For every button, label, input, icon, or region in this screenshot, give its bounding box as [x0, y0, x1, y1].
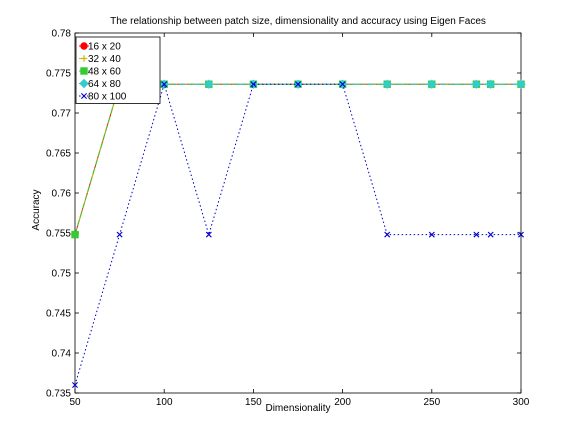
- y-tick-label: 0.74: [52, 349, 72, 360]
- data-point: [518, 231, 524, 238]
- chart-title: The relationship between patch size, dim…: [110, 16, 486, 27]
- y-tick-label: 0.775: [46, 69, 71, 80]
- legend-label: 64 x 80: [88, 79, 121, 90]
- legend-marker: [81, 93, 87, 99]
- x-tick-label: 50: [69, 397, 81, 408]
- x-tick-label: 150: [245, 397, 262, 408]
- data-point: [427, 79, 437, 89]
- legend-marker: [80, 42, 88, 50]
- data-point: [250, 81, 257, 88]
- x-axis-label: Dimensionality: [265, 403, 330, 414]
- x-tick-label: 300: [513, 397, 530, 408]
- x-tick-label: 100: [156, 397, 173, 408]
- y-tick-label: 0.75: [52, 269, 72, 280]
- legend-label: 16 x 20: [88, 42, 121, 53]
- legend-label: 80 x 100: [88, 92, 127, 103]
- data-point: [72, 382, 78, 388]
- x-tick-label: 200: [334, 397, 351, 408]
- data-point: [473, 231, 480, 238]
- y-tick-label: 0.76: [52, 189, 72, 200]
- legend-marker: [79, 78, 89, 89]
- data-point: [295, 81, 301, 88]
- series-line-4: [74, 82, 521, 386]
- legend-marker: [80, 67, 88, 75]
- data-point: [204, 79, 214, 89]
- y-axis-label: Accuracy: [31, 189, 42, 230]
- data-point: [71, 230, 79, 239]
- y-tick-label: 0.765: [46, 149, 71, 160]
- data-point: [516, 79, 526, 89]
- y-tick-label: 0.78: [52, 29, 72, 40]
- data-point: [485, 79, 496, 89]
- legend-marker: [80, 55, 88, 62]
- data-point: [161, 81, 168, 88]
- data-point: [116, 231, 123, 238]
- legend-box: [75, 36, 161, 104]
- data-point: [487, 231, 494, 238]
- data-point: [382, 79, 392, 89]
- data-point: [384, 231, 391, 238]
- data-point: [339, 81, 346, 88]
- y-tick-label: 0.735: [46, 389, 71, 400]
- x-tick-label: 250: [423, 397, 440, 408]
- data-point: [205, 231, 212, 238]
- y-tick-label: 0.745: [46, 309, 71, 320]
- y-tick-label: 0.77: [52, 109, 72, 120]
- data-point: [428, 231, 435, 238]
- legend-label: 48 x 60: [88, 67, 121, 78]
- legend-label: 32 x 40: [88, 54, 121, 65]
- data-point: [471, 79, 482, 89]
- y-tick-label: 0.755: [46, 229, 71, 240]
